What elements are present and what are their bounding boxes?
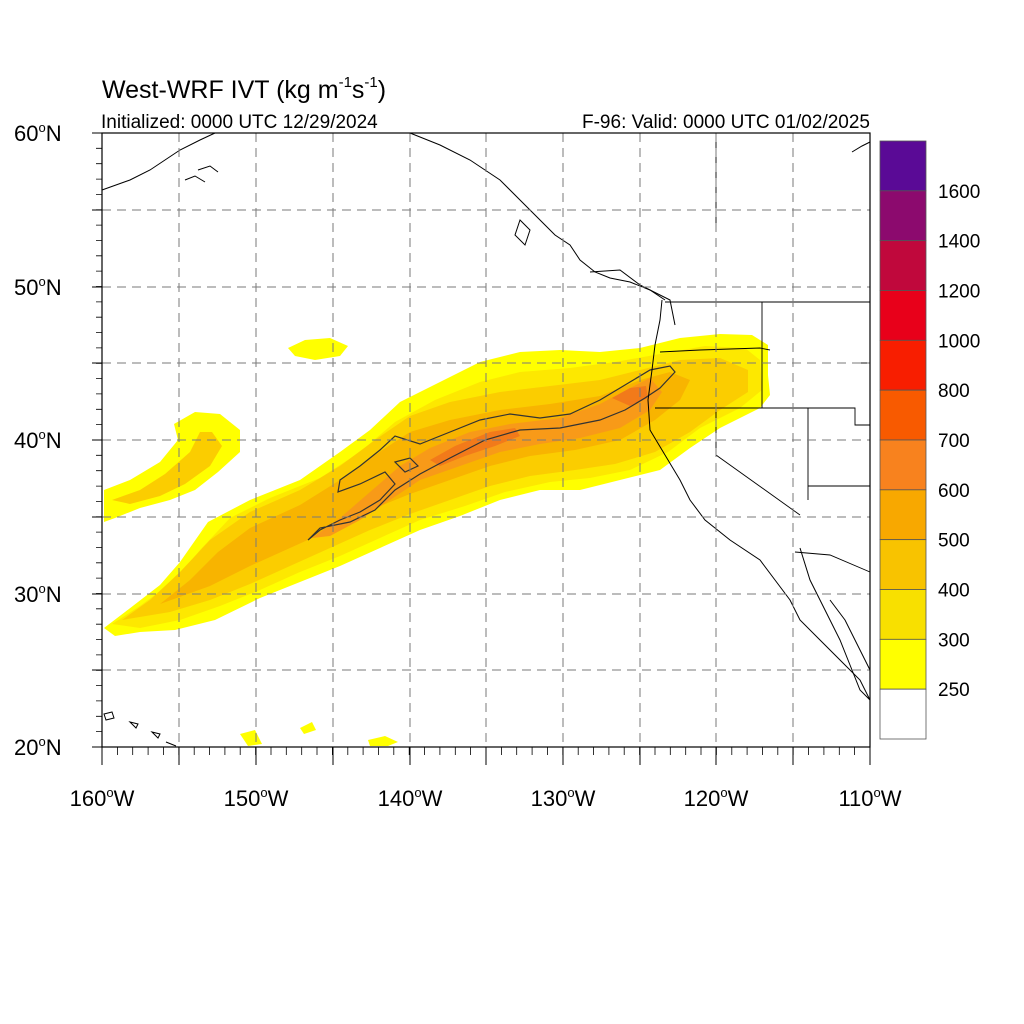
colorbar-label: 700 <box>938 431 970 452</box>
political-borders <box>655 133 871 573</box>
ut-border <box>762 407 870 426</box>
colorbar-swatch <box>879 539 927 590</box>
longitude-labels: 160oW 150oW 140oW 130oW 120oW 110oW <box>70 785 902 811</box>
initialized-label: Initialized: 0000 UTC 12/29/2024 <box>101 112 378 133</box>
colorbar-label: 1000 <box>938 331 980 352</box>
colorbar-label: 250 <box>938 680 970 701</box>
mx-border <box>794 551 871 573</box>
colorbar-swatch <box>879 290 927 341</box>
colorbar-label: 800 <box>938 381 970 402</box>
lon-label-110: 110oW <box>838 785 901 811</box>
minor-tick-path <box>96 132 871 755</box>
lat-label-30: 30oN <box>14 581 62 607</box>
ivt-shading <box>104 334 770 746</box>
colorbar-swatch <box>879 339 927 391</box>
baja-coast <box>799 547 871 701</box>
colorbar-label: 1400 <box>938 232 980 253</box>
gulf-of-california <box>829 599 871 671</box>
alaska-islands <box>184 165 219 183</box>
map-panel <box>92 132 871 765</box>
lon-label-150: 150oW <box>224 785 289 811</box>
gridlines <box>102 133 870 747</box>
colorbar-label: 500 <box>938 531 970 552</box>
colorbar-swatch <box>879 638 927 690</box>
colorbar <box>879 140 927 740</box>
colorbar-label: 1600 <box>938 182 980 203</box>
lat-label-60: 60oN <box>14 120 62 146</box>
title-sup-2: -1 <box>364 74 377 91</box>
colorbar-label: 400 <box>938 581 970 602</box>
hawaii-islands <box>103 711 177 747</box>
colorbar-swatch <box>879 688 927 740</box>
colorbar-swatch <box>879 589 927 640</box>
contour-600-main <box>307 365 676 541</box>
ivt-patch-south-3 <box>300 722 316 734</box>
colorbar-label: 1200 <box>938 282 980 303</box>
lon-label-130: 130oW <box>531 785 596 811</box>
lat-label-50: 50oN <box>14 274 62 300</box>
canada-coast-north <box>851 141 871 153</box>
map-title: West-WRF IVT (kg m-1s-1) <box>102 74 386 104</box>
ivt-contours <box>307 365 676 541</box>
alaska-peninsula <box>101 132 216 191</box>
minor-ticks <box>96 132 871 755</box>
colorbar-label: 300 <box>938 630 970 651</box>
colorbar-swatch <box>879 389 927 441</box>
title-main: West-WRF IVT (kg m <box>102 76 339 104</box>
ivt-patch-south-2 <box>368 736 398 746</box>
colorbar-swatch <box>879 190 927 242</box>
colorbar-swatch <box>879 489 927 541</box>
lat-label-40: 40oN <box>14 427 62 453</box>
colorbar-swatch <box>879 240 927 291</box>
colorbar-swatch <box>879 439 927 491</box>
lat-label-20: 20oN <box>14 734 62 760</box>
title-mid: s <box>352 76 365 104</box>
ivt-band-600 <box>312 378 662 538</box>
lon-label-140: 140oW <box>378 785 443 811</box>
title-sup-1: -1 <box>339 74 352 91</box>
colorbar-swatch <box>879 140 927 192</box>
lon-label-120: 120oW <box>684 785 749 811</box>
valid-time-label: F-96: Valid: 0000 UTC 01/02/2025 <box>582 112 870 133</box>
colorbar-labels: 1600 1400 1200 1000 800 700 600 500 400 300 250 <box>938 182 980 701</box>
title-close: ) <box>378 76 386 104</box>
colorbar-label: 600 <box>938 481 970 502</box>
ivt-hook-400 <box>112 432 222 504</box>
latitude-labels: 60oN 50oN 40oN 30oN 20oN <box>14 120 62 760</box>
lon-label-160: 160oW <box>70 785 135 811</box>
wa-or-border <box>659 347 771 353</box>
us-west-coast <box>647 299 871 701</box>
contour-600-inner <box>393 457 420 473</box>
